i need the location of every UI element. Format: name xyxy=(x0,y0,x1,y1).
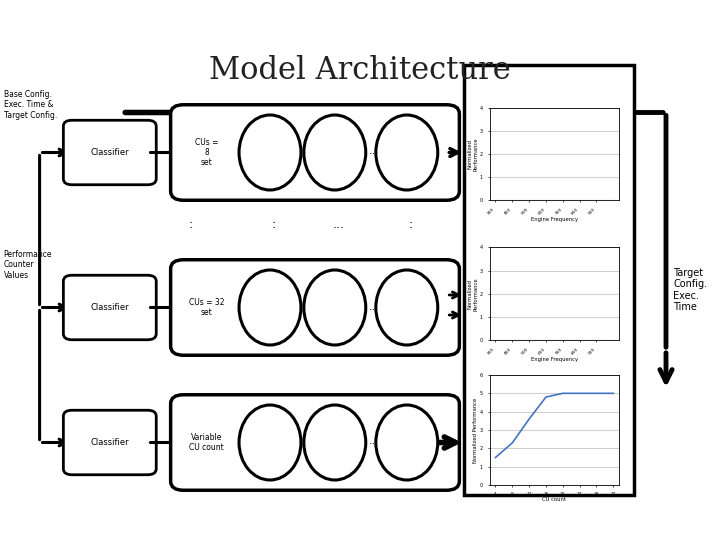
Ellipse shape xyxy=(376,270,438,345)
FancyBboxPatch shape xyxy=(63,120,156,185)
FancyBboxPatch shape xyxy=(63,275,156,340)
Ellipse shape xyxy=(239,270,301,345)
Y-axis label: Normalized
Performance: Normalized Performance xyxy=(467,277,478,310)
Text: Cluster N: Cluster N xyxy=(391,305,423,310)
Text: Variable
CU count: Variable CU count xyxy=(189,433,224,452)
Text: CUs =
8
set: CUs = 8 set xyxy=(195,138,218,167)
Ellipse shape xyxy=(239,405,301,480)
Text: ...: ... xyxy=(369,146,380,157)
Ellipse shape xyxy=(304,270,366,345)
Text: Cluster 1: Cluster 1 xyxy=(254,150,286,156)
Text: CUs = 32
set: CUs = 32 set xyxy=(189,298,225,317)
Text: Performance
Counter
Values: Performance Counter Values xyxy=(4,250,52,280)
FancyBboxPatch shape xyxy=(171,105,459,200)
Text: :: : xyxy=(189,219,193,232)
Text: Cluster 1: Cluster 1 xyxy=(254,440,286,445)
FancyBboxPatch shape xyxy=(63,410,156,475)
Text: Base Config.
Exec. Time &
Target Config.: Base Config. Exec. Time & Target Config. xyxy=(4,90,57,120)
Text: Model Architecture: Model Architecture xyxy=(209,55,511,86)
Text: Cluster 2: Cluster 2 xyxy=(319,305,351,310)
Text: :: : xyxy=(271,219,276,232)
Ellipse shape xyxy=(239,115,301,190)
FancyBboxPatch shape xyxy=(464,65,634,495)
Text: Classifier: Classifier xyxy=(91,438,129,447)
Text: Cluster 2: Cluster 2 xyxy=(319,150,351,156)
X-axis label: Engine Frequency: Engine Frequency xyxy=(531,357,578,362)
Y-axis label: Normalized Performance: Normalized Performance xyxy=(473,397,478,463)
Text: Classifier: Classifier xyxy=(91,303,129,312)
Text: ...: ... xyxy=(369,301,380,312)
Text: Cluster 2: Cluster 2 xyxy=(319,440,351,445)
X-axis label: CU count: CU count xyxy=(542,497,567,502)
Text: ...: ... xyxy=(333,219,344,232)
Text: WHAT STARTS HERE CHANGES THE WORLD: WHAT STARTS HERE CHANGES THE WORLD xyxy=(514,16,698,24)
Y-axis label: Normalized
Performance: Normalized Performance xyxy=(467,137,478,171)
Ellipse shape xyxy=(376,405,438,480)
Text: ...: ... xyxy=(369,436,380,447)
Text: Cluster N: Cluster N xyxy=(391,150,423,156)
Text: Target
Config.
Exec.
Time: Target Config. Exec. Time xyxy=(673,268,707,313)
Ellipse shape xyxy=(304,115,366,190)
FancyBboxPatch shape xyxy=(171,260,459,355)
Text: The University of Texas at Austin: The University of Texas at Austin xyxy=(23,30,103,35)
X-axis label: Engine Frequency: Engine Frequency xyxy=(531,217,578,222)
Text: Cluster N: Cluster N xyxy=(391,440,423,445)
Text: Classifier: Classifier xyxy=(91,148,129,157)
Text: Cluster 1: Cluster 1 xyxy=(254,305,286,310)
FancyBboxPatch shape xyxy=(171,395,459,490)
Ellipse shape xyxy=(304,405,366,480)
Text: TEXAS: TEXAS xyxy=(23,12,68,25)
Text: :: : xyxy=(408,219,413,232)
Ellipse shape xyxy=(376,115,438,190)
